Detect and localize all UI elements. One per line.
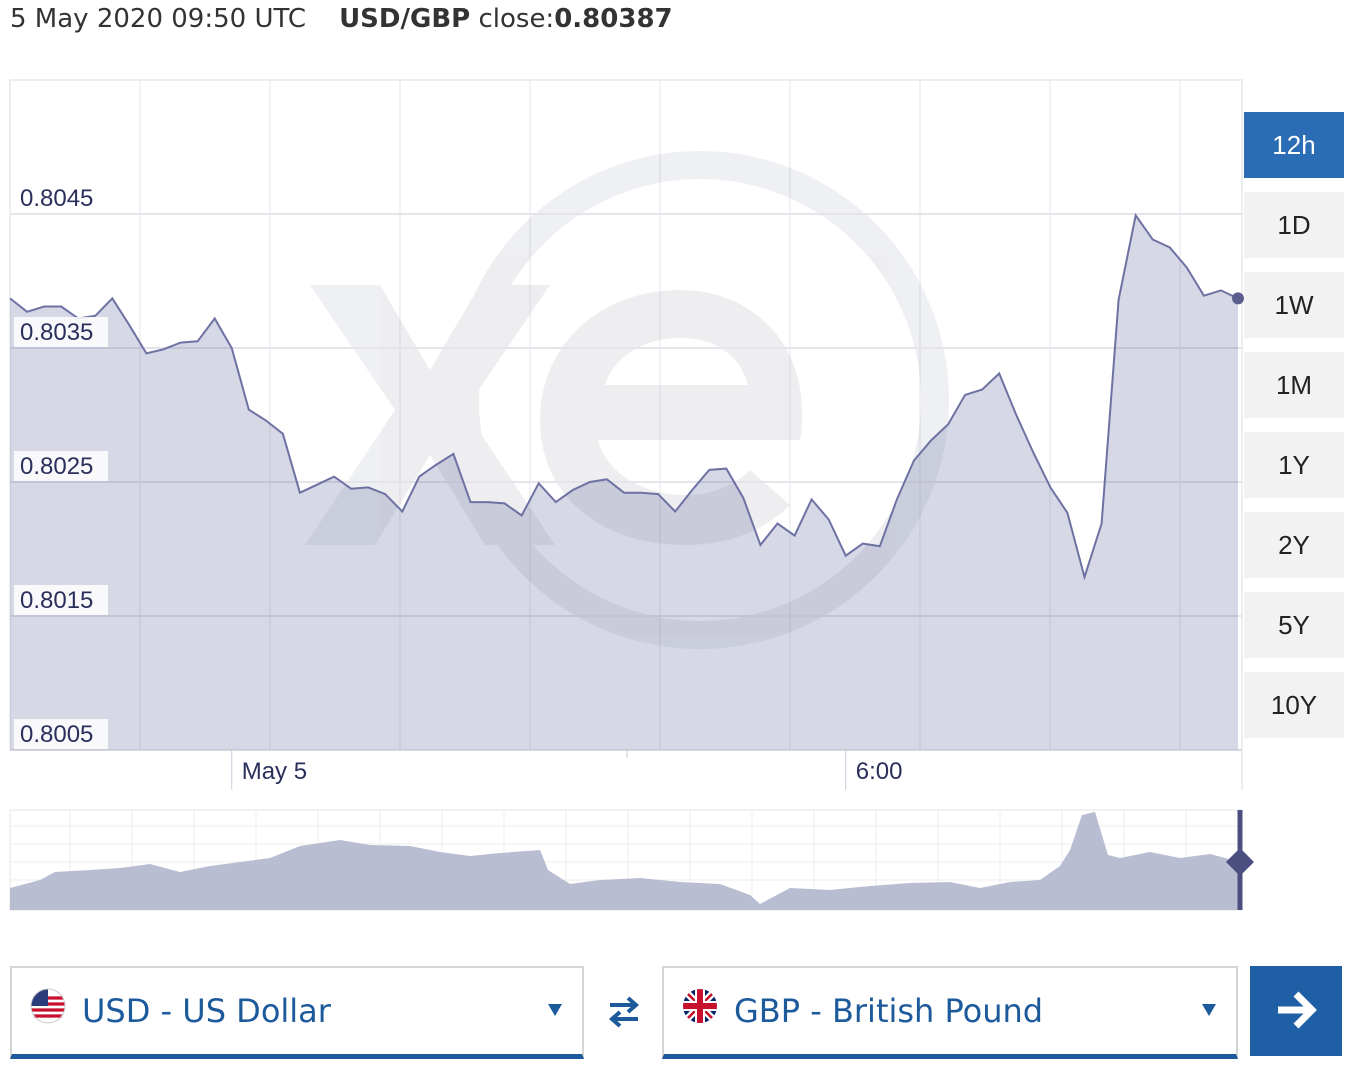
dropdown-caret — [1202, 1004, 1216, 1016]
y-label-bg — [14, 719, 108, 749]
close-label: close: — [478, 4, 555, 34]
y-label-bg — [14, 317, 108, 347]
y-tick-label: 0.8015 — [20, 587, 93, 614]
range-button[interactable]: 1M — [1244, 352, 1344, 418]
to-currency: GBP - British Pound — [734, 992, 1044, 1030]
header: 5 May 2020 09:50 UTC USD/GBP close:0.803… — [10, 4, 673, 34]
arrow-icon — [1278, 991, 1317, 1029]
from-currency: USD - US Dollar — [82, 992, 331, 1030]
dropdown-caret — [548, 1004, 562, 1016]
y-tick-label: 0.8045 — [20, 185, 93, 212]
range-button[interactable]: 1Y — [1244, 432, 1344, 498]
range-button[interactable]: 2Y — [1244, 512, 1344, 578]
y-label-bg — [14, 585, 108, 615]
uk-flag — [683, 989, 717, 1023]
us-flag — [30, 988, 66, 1024]
area — [10, 215, 1238, 751]
range-button[interactable]: 12h — [1244, 112, 1344, 178]
vertical-grid — [139, 80, 1181, 750]
plot-area — [9, 79, 1243, 751]
navigator — [9, 809, 1254, 911]
y-label-bg — [14, 451, 108, 481]
timestamp: 5 May 2020 09:50 UTC — [10, 4, 306, 34]
to-currency-select[interactable]: GBP - British Pound — [662, 966, 1238, 1059]
range-button[interactable]: 1D — [1244, 192, 1344, 258]
range-button[interactable]: 5Y — [1244, 592, 1344, 658]
x-axis: May 5 6:00 — [10, 749, 1243, 790]
pair: USD/GBP — [339, 4, 471, 34]
x-tick-label: May 5 — [242, 758, 307, 785]
last-point — [1232, 292, 1244, 305]
y-tick-label: 0.8035 — [20, 319, 93, 346]
y-axis-labels: 0.8005 0.8015 0.8025 0.8035 0.8045 — [14, 183, 108, 749]
convert-button[interactable] — [1250, 966, 1342, 1056]
line — [9, 212, 1239, 581]
from-currency-select[interactable]: USD - US Dollar — [10, 966, 584, 1059]
y-tick-label: 0.8005 — [20, 721, 93, 748]
chart: 0.8005 0.8015 0.8025 0.8035 0.8045 May 5 6:00 — [9, 79, 1254, 911]
series — [9, 212, 1244, 751]
range-button[interactable]: 10Y — [1244, 672, 1344, 738]
range-button[interactable]: 1W — [1244, 272, 1344, 338]
y-label-bg — [14, 183, 108, 213]
swap-icon[interactable] — [604, 992, 644, 1032]
x-tick-label: 6:00 — [856, 758, 903, 785]
y-tick-label: 0.8025 — [20, 453, 93, 480]
close-value: 0.80387 — [554, 4, 673, 34]
